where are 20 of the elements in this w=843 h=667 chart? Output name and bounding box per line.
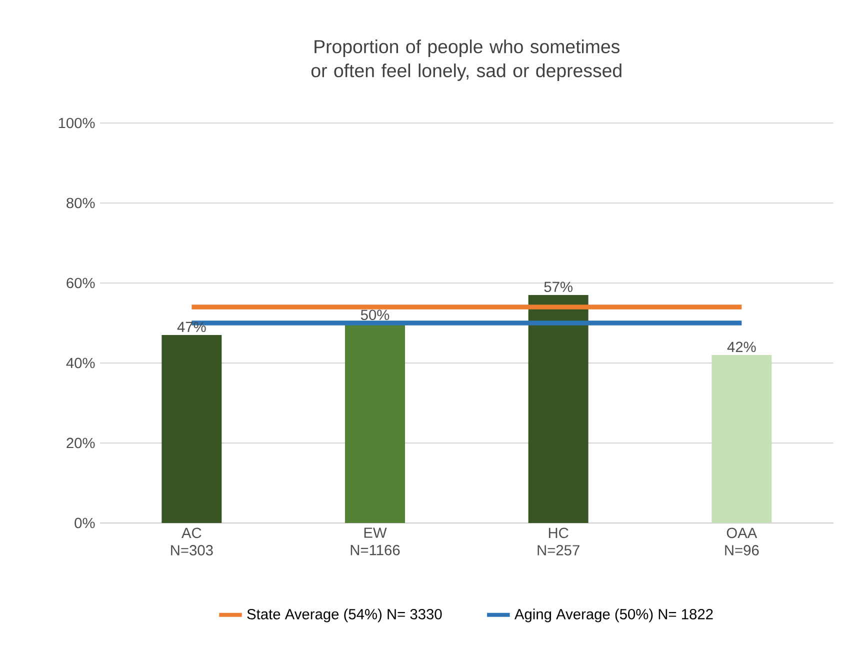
bar: [528, 294, 588, 523]
y-tick-label: 20%: [66, 438, 95, 448]
data-label: 57%: [544, 282, 572, 292]
x-tick-label: EW N=1166: [350, 528, 400, 556]
legend-label: Aging Average (50%) N= 1822: [514, 608, 713, 622]
y-tick-label: 0%: [74, 518, 95, 528]
data-label: 42%: [727, 342, 756, 352]
x-tick-label: AC N=303: [171, 528, 213, 556]
y-tick-label: 80%: [66, 198, 95, 208]
data-label: 50%: [360, 310, 390, 320]
legend-label: State Average (54%) N= 3330: [247, 608, 442, 622]
data-label: 47%: [177, 322, 206, 332]
x-tick-label: HC N=257: [538, 528, 580, 556]
bar: [162, 334, 222, 523]
x-tick-label: OAA N=96: [725, 528, 759, 556]
y-tick-label: 100%: [58, 118, 95, 128]
chart-title: Proportion of people who sometimes or often feel lonely, sad or depressed: [311, 40, 622, 81]
y-tick-label: 40%: [66, 358, 95, 368]
bar: [712, 354, 772, 523]
y-tick-label: 60%: [66, 278, 95, 288]
